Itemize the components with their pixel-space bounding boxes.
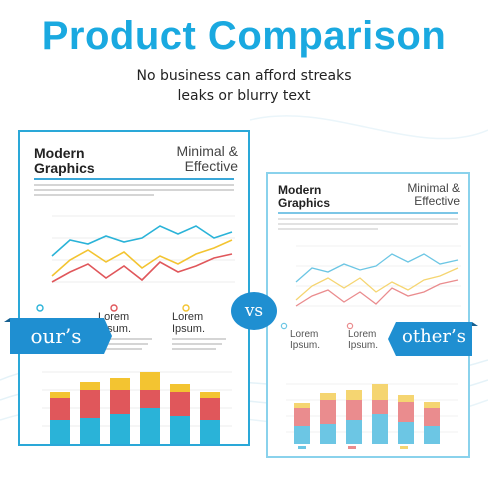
subtitle-line-1: No business can afford streaks bbox=[136, 68, 352, 84]
placeholder-text-lines bbox=[34, 184, 234, 196]
lorem-heading-word2: Ipsum. bbox=[172, 322, 206, 335]
lorem-heading-word1: Lorem bbox=[172, 311, 204, 323]
lorem-heading-word2: Ipsum. bbox=[290, 339, 321, 351]
ribbon-icon bbox=[4, 318, 112, 354]
vs-label: vs bbox=[244, 301, 264, 321]
stacked-bar-graphic bbox=[286, 383, 458, 449]
ours-sample-card: Modern Graphics Minimal & Effective Lore… bbox=[18, 130, 250, 446]
lorem-heading-word2: Ipsum. bbox=[98, 322, 132, 335]
card-heading-right-1: Minimal & bbox=[176, 143, 238, 159]
card-heading-left-1: Modern bbox=[278, 183, 322, 197]
lorem-heading-word1: Lorem bbox=[348, 329, 377, 340]
card-heading-left-1: Modern bbox=[34, 145, 85, 161]
lorem-heading-word1: Lorem bbox=[98, 311, 130, 323]
legend-markers bbox=[36, 304, 190, 312]
card-heading-left-2: Graphics bbox=[34, 159, 95, 176]
lorem-heading-word2: Ipsum. bbox=[348, 339, 379, 351]
card-heading-right-2: Effective bbox=[414, 193, 460, 208]
subtitle-line-2: leaks or blurry text bbox=[177, 88, 311, 104]
heading-rule bbox=[34, 178, 234, 180]
others-label: other’s bbox=[402, 326, 466, 347]
card-heading-right-2: Effective bbox=[184, 157, 238, 174]
ribbon-icon bbox=[388, 322, 478, 356]
ours-label: our’s bbox=[30, 324, 82, 348]
line-chart-graphic bbox=[295, 245, 461, 307]
others-sample-card: Modern Graphics Minimal & Effective Lore… bbox=[266, 172, 470, 458]
vs-badge-icon: vs bbox=[231, 292, 277, 330]
heading-rule bbox=[278, 212, 458, 214]
page-title: Product Comparison bbox=[41, 14, 447, 58]
line-chart-graphic bbox=[51, 215, 235, 283]
card-heading-left-2: Graphics bbox=[278, 195, 331, 210]
card-heading-right-1: Minimal & bbox=[407, 181, 460, 195]
lorem-text-lines bbox=[98, 338, 226, 350]
stacked-bar-graphic bbox=[42, 371, 232, 444]
placeholder-text-lines bbox=[278, 218, 458, 230]
lorem-heading-word1: Lorem bbox=[290, 329, 319, 340]
